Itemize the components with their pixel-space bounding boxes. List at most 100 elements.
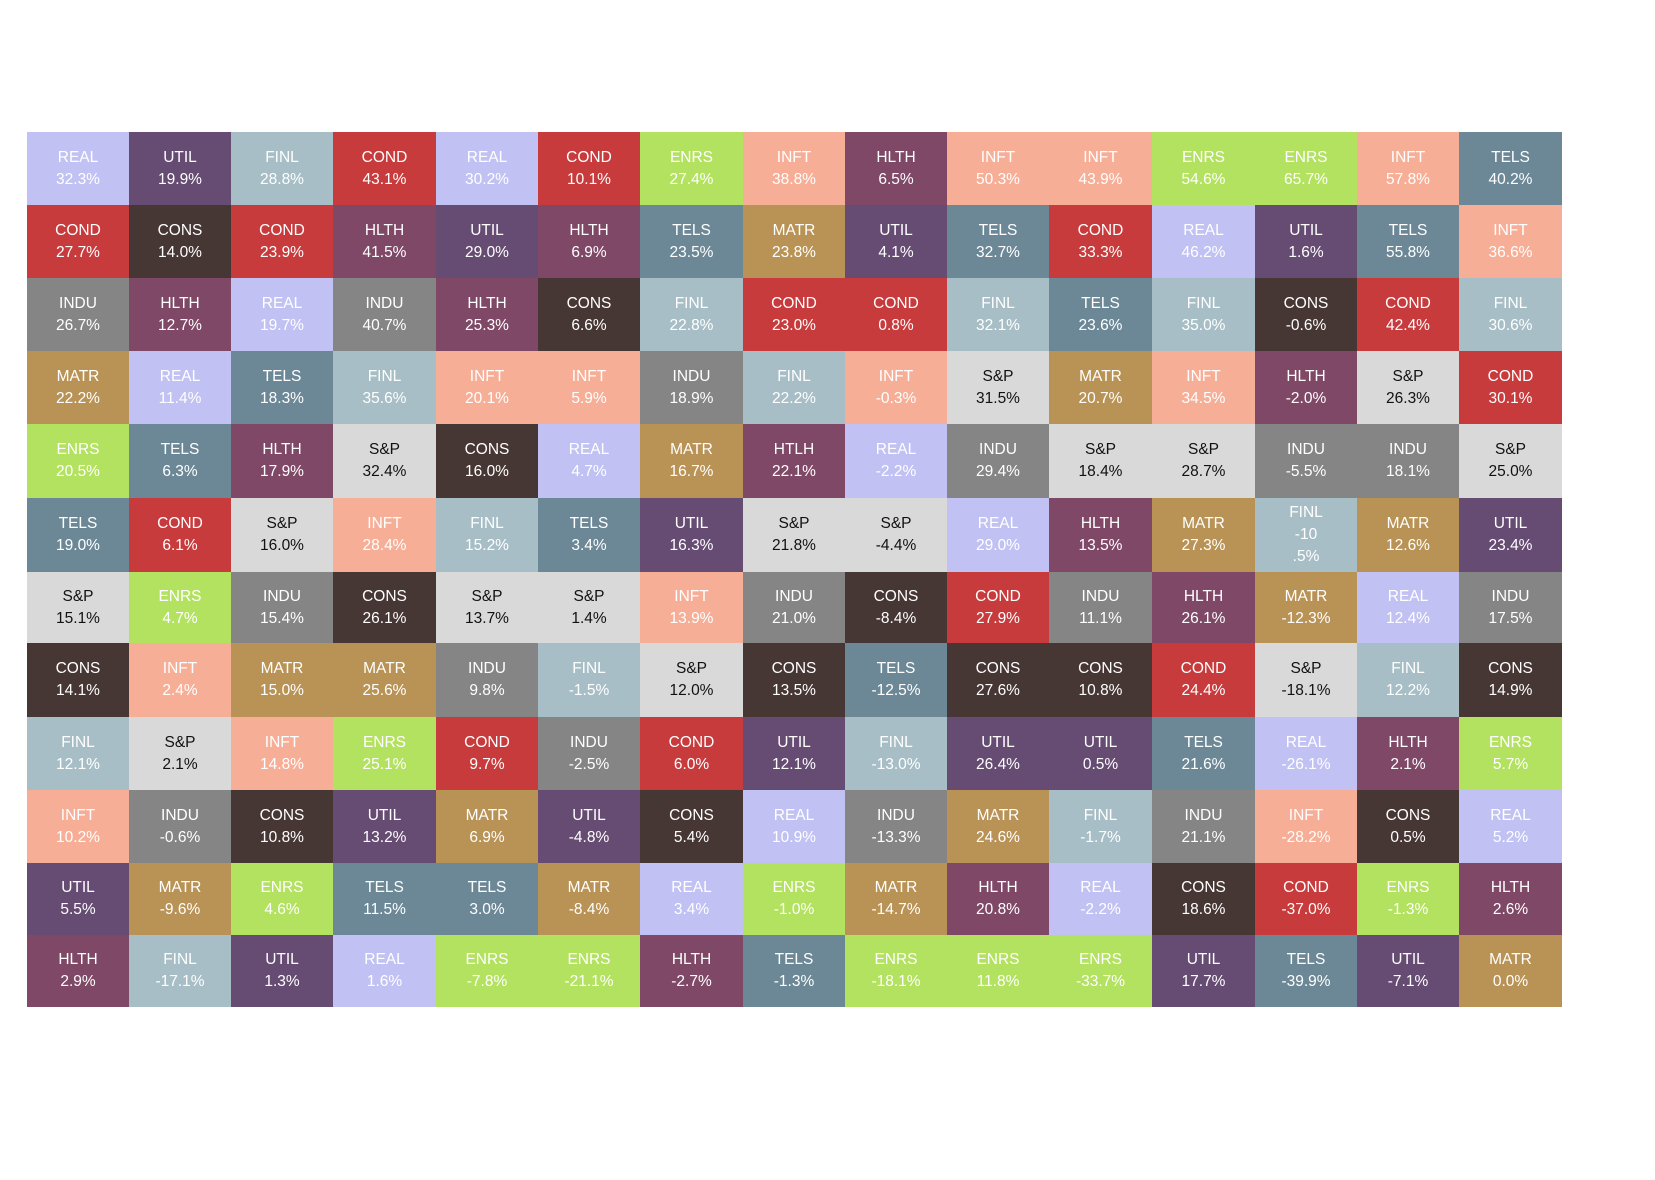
sector-label: S&P bbox=[164, 733, 196, 751]
sector-label: INDU bbox=[672, 367, 711, 385]
return-value: 31.5% bbox=[976, 389, 1020, 407]
return-value: -37.0% bbox=[1281, 901, 1331, 918]
return-value: 16.3% bbox=[669, 537, 714, 554]
quilt-cell: FINL -1.7% bbox=[1049, 790, 1152, 863]
quilt-cell: COND 43.1% bbox=[333, 132, 436, 205]
sector-label: INDU bbox=[1491, 587, 1530, 605]
sector-label: UTIL bbox=[981, 733, 1015, 751]
return-value: 1.6% bbox=[366, 973, 403, 990]
quilt-cell: MATR 27.3% bbox=[1152, 498, 1255, 572]
quilt-cell: INFT 28.4% bbox=[333, 498, 436, 572]
sector-label: HLTH bbox=[160, 294, 200, 312]
quilt-cell: INFT 2.4% bbox=[129, 643, 231, 717]
return-value: -0.6% bbox=[159, 828, 201, 846]
sector-label: UTIL bbox=[1391, 951, 1425, 969]
quilt-cell: INDU 17.5% bbox=[1459, 572, 1562, 643]
return-value: 32.4% bbox=[362, 463, 407, 480]
sector-label: COND bbox=[771, 294, 817, 312]
quilt-cell: REAL 10.9% bbox=[743, 790, 845, 863]
quilt-cell: MATR 20.7% bbox=[1049, 351, 1152, 424]
quilt-cell: MATR 25.6% bbox=[333, 643, 436, 717]
quilt-cell: FINL -10 .5% bbox=[1255, 498, 1357, 572]
quilt-cell: UTIL 4.1% bbox=[845, 205, 947, 278]
quilt-column: UTIL 19.9% CONS 14.0% HLTH 12.7% REAL 11.4% TELS… bbox=[129, 132, 231, 1067]
quilt-cell: COND 27.9% bbox=[947, 572, 1049, 643]
quilt-cell: S&P 26.3% bbox=[1357, 351, 1459, 424]
quilt-cell: MATR 15.0% bbox=[231, 643, 333, 717]
quilt-cell: ENRS 5.7% bbox=[1459, 717, 1562, 790]
quilt-cell: UTIL 29.0% bbox=[436, 205, 538, 278]
sector-label: MATR bbox=[976, 806, 1020, 824]
return-value: -0.6% bbox=[1285, 316, 1327, 334]
sector-label: CONS bbox=[1078, 660, 1123, 678]
quilt-cell: S&P 1.4% bbox=[538, 572, 640, 643]
sector-label: UTIL bbox=[1289, 221, 1323, 239]
quilt-cell: HLTH 25.3% bbox=[436, 278, 538, 351]
return-value: 0.8% bbox=[878, 316, 914, 334]
quilt-cell: S&P 32.4% bbox=[333, 424, 436, 498]
quilt-cell: REAL 4.7% bbox=[538, 424, 640, 498]
quilt-cell: MATR 22.2% bbox=[27, 351, 129, 424]
quilt-cell: ENRS -1.0% bbox=[743, 863, 845, 935]
sector-label: TELS bbox=[774, 951, 814, 969]
sector-label: S&P bbox=[573, 587, 605, 605]
return-value: 22.8% bbox=[669, 316, 714, 334]
quilt-cell: FINL -17.1% bbox=[129, 935, 231, 1007]
sector-label: TELS bbox=[1388, 221, 1428, 239]
quilt-cell: COND 6.0% bbox=[640, 717, 743, 790]
sector-label: ENRS bbox=[1284, 148, 1328, 166]
sector-label: HLTH bbox=[978, 879, 1018, 897]
sector-label: FINL bbox=[674, 294, 709, 312]
return-value: 18.1% bbox=[1386, 463, 1430, 480]
return-value: 35.0% bbox=[1181, 316, 1226, 334]
quilt-cell: REAL 1.6% bbox=[333, 935, 436, 1007]
quilt-cell: REAL 19.7% bbox=[231, 278, 333, 351]
quilt-cell: INDU 9.8% bbox=[436, 643, 538, 717]
sector-label: INDU bbox=[1184, 806, 1223, 824]
return-value: 10.8% bbox=[260, 828, 304, 846]
return-value: 36.6% bbox=[1488, 243, 1533, 261]
return-value: 27.7% bbox=[56, 243, 100, 261]
quilt-cell: HLTH 2.6% bbox=[1459, 863, 1562, 935]
sector-label: HLTH bbox=[1286, 367, 1326, 385]
return-value: 13.5% bbox=[772, 682, 816, 699]
return-value: 5.7% bbox=[1492, 755, 1529, 773]
return-value: 9.7% bbox=[469, 755, 505, 773]
quilt-cell: COND 6.1% bbox=[129, 498, 231, 572]
sector-label: FINL bbox=[1289, 504, 1323, 522]
return-value: -18.1% bbox=[1281, 682, 1331, 699]
quilt-cell: REAL -2.2% bbox=[1049, 863, 1152, 935]
sector-label: REAL bbox=[875, 441, 917, 459]
sector-label: HLTH bbox=[467, 294, 507, 312]
quilt-cell: S&P 25.0% bbox=[1459, 424, 1562, 498]
sector-label: UTIL bbox=[1186, 951, 1221, 969]
quilt-cell: ENRS -21.1% bbox=[538, 935, 640, 1007]
quilt-cell: CONS 6.6% bbox=[538, 278, 640, 351]
return-value: 26.1% bbox=[362, 609, 407, 627]
sector-label: MATR bbox=[1386, 515, 1430, 533]
return-value: -1.7% bbox=[1080, 828, 1121, 846]
sector-label: MATR bbox=[465, 806, 509, 824]
quilt-cell: INDU 18.9% bbox=[640, 351, 743, 424]
return-value: 5.2% bbox=[1492, 828, 1529, 846]
sector-label: TELS bbox=[262, 367, 302, 385]
return-value: 14.1% bbox=[56, 682, 100, 699]
return-value: 10.2% bbox=[56, 828, 100, 846]
quilt-column: TELS 40.2% INFT 36.6% FINL 30.6% COND 30.1% S&P 2… bbox=[1459, 132, 1562, 1067]
return-value: 0.0% bbox=[1492, 973, 1529, 990]
sector-label: REAL bbox=[1387, 587, 1429, 605]
return-value: 23.4% bbox=[1488, 537, 1533, 554]
quilt-column: ENRS 65.7% UTIL 1.6% CONS -0.6% HLTH -2.0% INDU -… bbox=[1255, 132, 1357, 1067]
return-value: 15.2% bbox=[465, 537, 509, 554]
sector-label: REAL bbox=[977, 515, 1019, 533]
return-value: 2.9% bbox=[60, 973, 96, 990]
quilt-cell: TELS 11.5% bbox=[333, 863, 436, 935]
sector-label: HLTH bbox=[671, 951, 712, 969]
sector-label: INFT bbox=[1186, 367, 1221, 385]
return-value: 17.9% bbox=[260, 463, 304, 480]
return-value: 27.4% bbox=[669, 170, 714, 188]
sector-label: TELS bbox=[569, 515, 609, 533]
quilt-cell: FINL 12.2% bbox=[1357, 643, 1459, 717]
quilt-cell: ENRS -1.3% bbox=[1357, 863, 1459, 935]
quilt-column: INFT 57.8% TELS 55.8% COND 42.4% S&P 26.3% INDU 1… bbox=[1357, 132, 1459, 1067]
